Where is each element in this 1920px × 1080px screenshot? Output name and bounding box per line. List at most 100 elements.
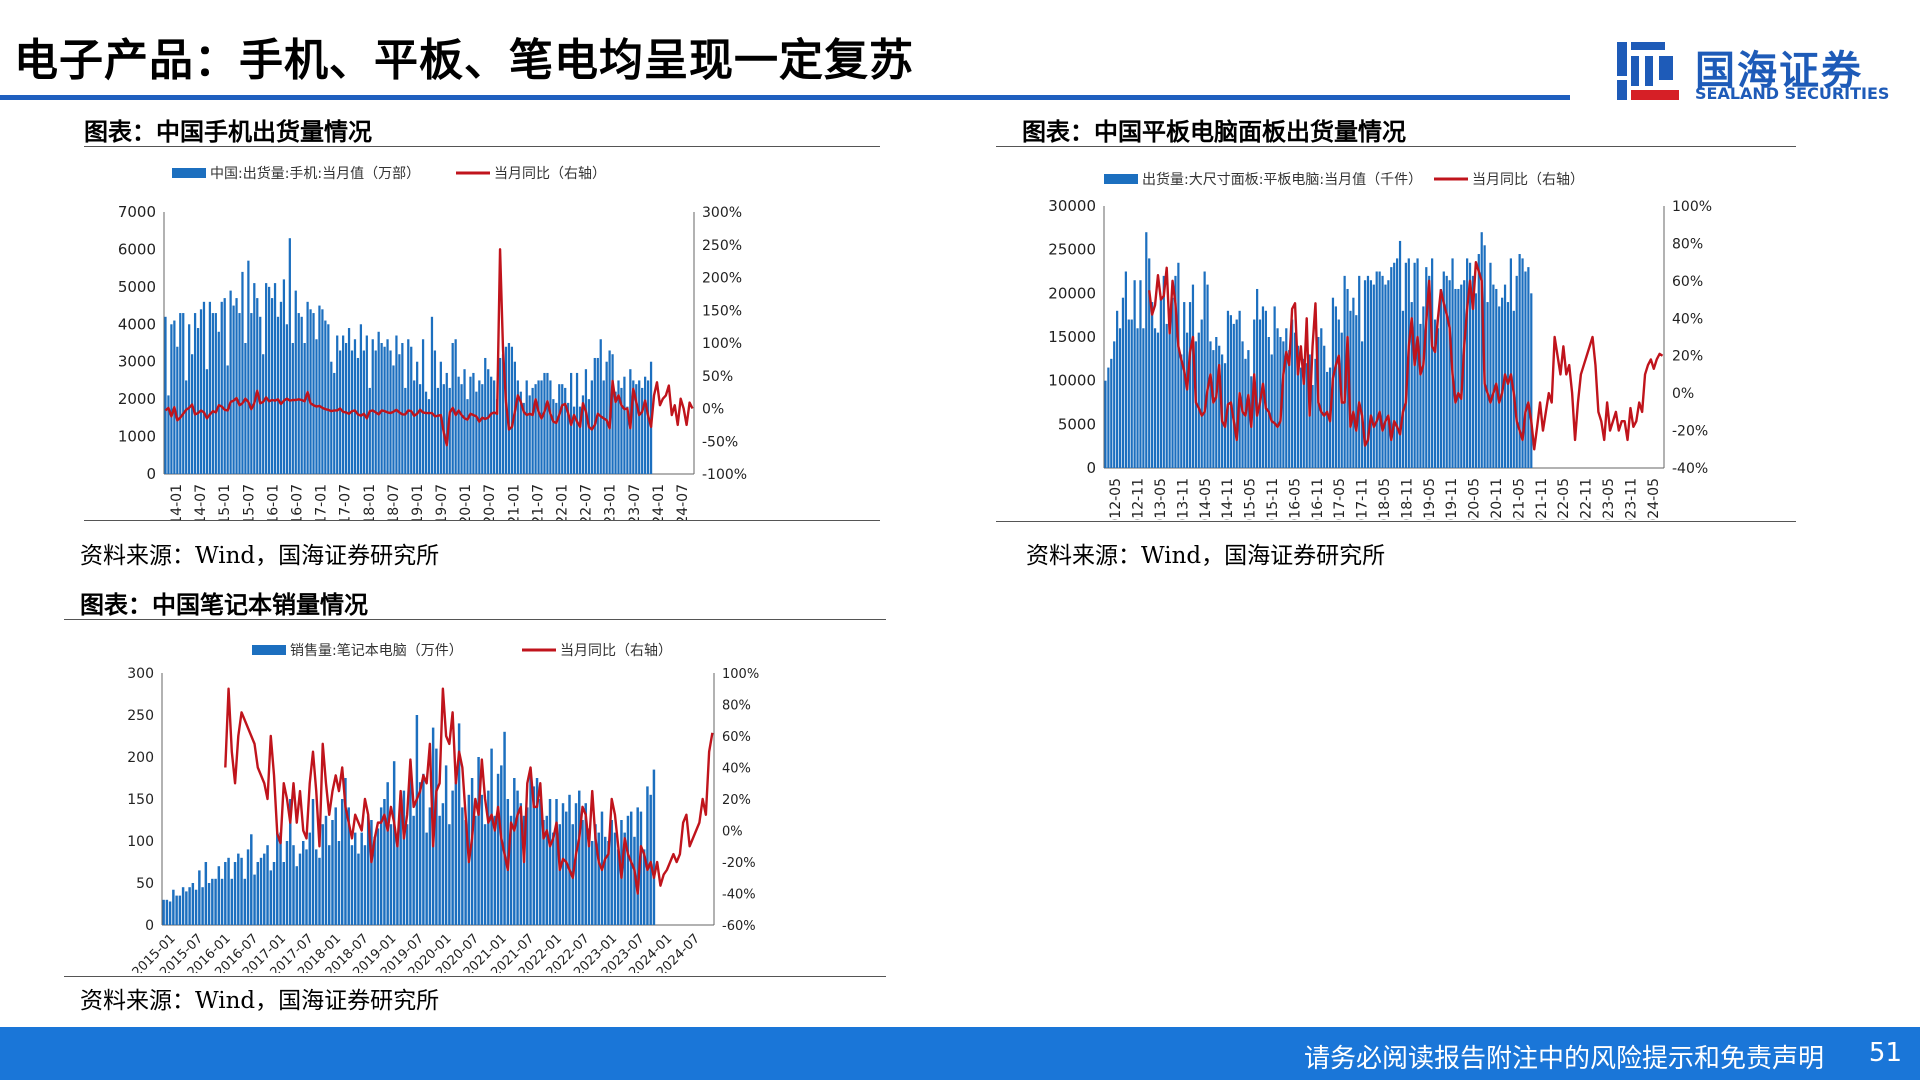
bar	[1474, 293, 1477, 468]
bar	[386, 782, 389, 925]
bar	[347, 807, 350, 925]
bar	[481, 384, 484, 474]
bar	[537, 380, 540, 474]
bar	[337, 841, 341, 925]
bar	[365, 335, 368, 474]
y2-tick-label: -60%	[722, 919, 756, 934]
bar	[1442, 271, 1445, 468]
bar	[1188, 302, 1192, 468]
bar	[1314, 358, 1317, 468]
bar	[507, 343, 511, 474]
bar	[389, 824, 393, 925]
bar	[1326, 371, 1329, 468]
bar	[191, 354, 194, 474]
bar	[188, 887, 191, 925]
bar	[1296, 345, 1300, 468]
x-tick-label: 2015-01	[217, 484, 233, 520]
y2-tick-label: 20%	[722, 793, 751, 808]
bar	[267, 286, 271, 474]
x-tick-label: 2023-07	[627, 484, 643, 520]
bar	[181, 887, 185, 925]
bar	[339, 350, 342, 474]
bar	[359, 324, 363, 474]
x-tick-label: 2019-07	[434, 484, 450, 520]
bar	[1445, 275, 1448, 468]
bar	[360, 832, 363, 925]
bar	[490, 376, 493, 474]
bar	[422, 773, 425, 925]
bar	[199, 309, 203, 474]
y-tick-label: 7000	[118, 203, 156, 221]
bar	[1311, 385, 1314, 468]
bar	[623, 832, 626, 925]
x-tick-label: 2018-07	[386, 484, 402, 520]
bar	[1258, 319, 1262, 468]
legend-bar-label: 中国:出货量:手机:当月值（万部）	[210, 165, 420, 182]
x-tick-label: 2021-11	[1534, 478, 1550, 520]
bar	[531, 387, 534, 474]
legend-line-label: 当月同比（右轴）	[560, 643, 672, 659]
bar	[1454, 288, 1457, 468]
y2-tick-label: 40%	[722, 762, 751, 777]
bar	[1218, 345, 1221, 468]
y-tick-label: 2000	[118, 390, 156, 408]
bar	[587, 828, 591, 925]
y2-tick-label: -100%	[702, 467, 747, 483]
bar	[357, 853, 360, 925]
bar	[1165, 323, 1168, 468]
bar	[1206, 284, 1209, 468]
bar	[279, 301, 283, 474]
bar	[1410, 302, 1413, 468]
bar	[303, 343, 306, 474]
yoy-line	[224, 687, 714, 895]
bar	[1401, 310, 1405, 468]
panel-phone: 图表：中国手机出货量情况 中国:出货量:手机:当月值（万部） 当月同比（右轴） 0 1…	[80, 112, 880, 572]
bar	[1323, 345, 1326, 468]
logo-mark-icon	[1617, 42, 1679, 100]
bar	[172, 889, 175, 925]
bar	[1168, 315, 1171, 468]
y2-tick-label: 50%	[702, 369, 733, 385]
page-title: 电子产品：手机、平板、笔电均呈现一定复苏	[14, 35, 914, 86]
bar	[356, 357, 360, 474]
panel-source: 资料来源：Wind，国海证券研究所	[80, 988, 440, 1014]
bar	[1282, 341, 1285, 468]
bar	[1186, 332, 1189, 468]
bar	[220, 878, 224, 925]
bar	[379, 807, 383, 925]
bar	[1334, 306, 1337, 468]
x-tick-label: 2015-11	[1265, 478, 1281, 520]
y-tick-label: 30000	[1048, 197, 1096, 215]
bar	[1439, 288, 1442, 468]
bar	[644, 376, 647, 474]
bar	[211, 878, 214, 925]
bar	[457, 376, 460, 474]
chart-tablet-panel-shipments: 出货量:大尺寸面板:平板电脑:当月值（千件） 当月同比（右轴） 0 5000 10000…	[1048, 171, 1712, 520]
bar	[305, 849, 308, 925]
bar	[1384, 284, 1387, 468]
bar	[445, 372, 448, 474]
x-tick-label: 2020-07	[482, 484, 498, 520]
bar	[223, 298, 226, 474]
bar	[1524, 271, 1527, 468]
bar	[395, 335, 398, 474]
x-tick-label: 2017-01	[314, 484, 330, 520]
bar	[1267, 337, 1270, 468]
x-tick-label: 2012-11	[1131, 478, 1147, 520]
bar	[229, 290, 232, 474]
x-tick-label: 2018-01	[362, 484, 378, 520]
bar	[1247, 350, 1250, 468]
bar	[402, 790, 406, 925]
bar	[1477, 254, 1480, 468]
y2-tick-label: 80%	[722, 699, 751, 714]
bar	[1256, 288, 1259, 468]
bar	[522, 815, 526, 925]
bar	[244, 343, 247, 474]
x-tick-label: 2020-11	[1489, 478, 1505, 520]
x-tick-label: 2016-07	[290, 484, 306, 520]
bar	[438, 815, 441, 925]
bar	[1229, 315, 1232, 468]
bar	[1174, 275, 1177, 468]
bar	[1425, 267, 1428, 468]
bar	[525, 380, 528, 474]
